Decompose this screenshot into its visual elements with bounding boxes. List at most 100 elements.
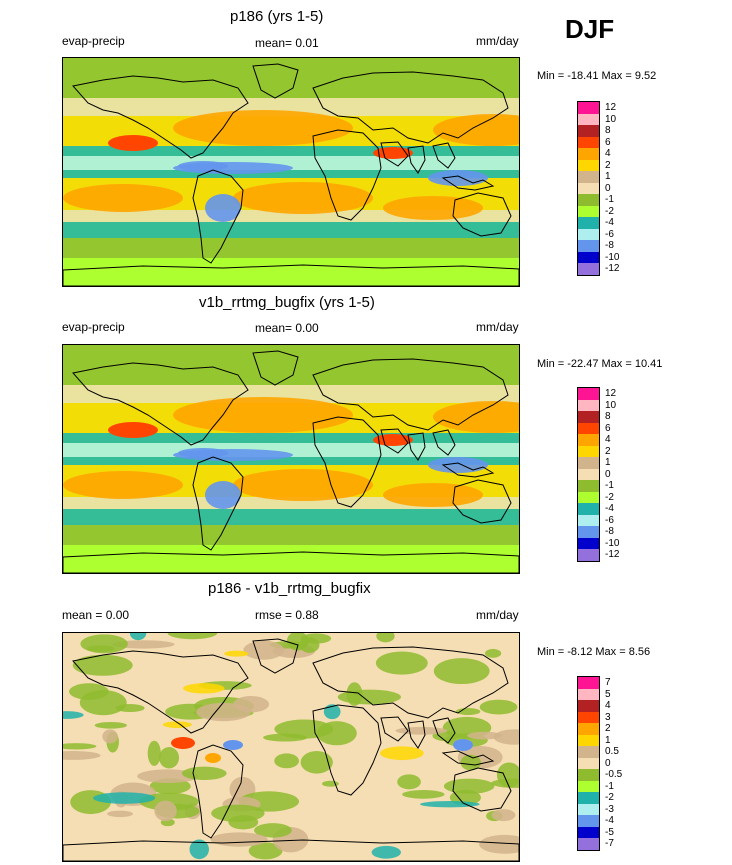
field-blob: [443, 778, 495, 794]
panel2-minmax: Min = -22.47 Max = 10.41: [537, 358, 663, 370]
colorbar-label: 2: [605, 159, 611, 171]
colorbar-label: 12: [605, 388, 617, 399]
field-blob: [178, 161, 228, 171]
coastline: [312, 704, 382, 796]
colorbar-swatches: [577, 387, 600, 562]
field-band: [63, 345, 519, 385]
colorbar-swatch: [578, 171, 599, 183]
colorbar-label: 4: [605, 700, 611, 711]
colorbar-label: -10: [605, 537, 620, 549]
coastline: [252, 350, 299, 386]
field-blob: [346, 682, 363, 706]
colorbar-swatch: [578, 113, 599, 125]
field-blob: [181, 766, 227, 781]
field-blob: [371, 845, 401, 859]
coastline: [63, 551, 519, 573]
field-blob: [433, 658, 490, 685]
colorbar-swatch: [578, 503, 599, 515]
colorbar-swatch: [578, 826, 599, 838]
colorbar-swatch: [578, 677, 599, 689]
field-band: [63, 509, 519, 525]
season-label: DJF: [565, 14, 615, 44]
panel3-mean: mean = 0.00: [62, 608, 130, 622]
coastline: [192, 456, 244, 551]
field-blob: [189, 839, 209, 860]
colorbar-label: 10: [605, 399, 617, 411]
field-band: [63, 58, 519, 98]
colorbar-label: -6: [605, 514, 614, 526]
field-blob: [112, 640, 175, 649]
field-blob: [395, 726, 448, 735]
colorbar-swatch: [578, 422, 599, 434]
colorbar-swatch: [578, 263, 599, 275]
colorbar-label: 8: [605, 411, 611, 422]
colorbar-swatch: [578, 434, 599, 446]
colorbar-swatch: [578, 194, 599, 206]
coastline: [72, 650, 249, 734]
colorbar-label: 0: [605, 468, 611, 480]
colorbar-label: 8: [605, 125, 611, 136]
colorbar-label: -0.5: [605, 769, 623, 780]
coastline: [441, 750, 495, 766]
colorbar-label: -4: [605, 217, 614, 228]
colorbar-swatch: [578, 468, 599, 480]
field-blob: [420, 801, 480, 808]
field-blob: [402, 790, 445, 799]
colorbar-label: -7: [605, 838, 614, 849]
field-blob: [380, 746, 424, 761]
coastline: [312, 416, 382, 508]
coastline: [63, 264, 519, 286]
colorbar-swatch: [578, 746, 599, 758]
field-blob: [63, 184, 183, 212]
colorbar-label: 4: [605, 148, 611, 159]
colorbar-label: 6: [605, 422, 611, 434]
colorbar-label: 0.5: [605, 746, 619, 757]
colorbar-label: 7: [605, 677, 611, 688]
field-blob: [484, 648, 502, 658]
map-plot: [63, 633, 519, 861]
coastline: [407, 720, 426, 749]
colorbar-swatch: [578, 457, 599, 469]
colorbar-label: -6: [605, 228, 614, 240]
coastline: [312, 646, 509, 719]
field-blob: [173, 397, 353, 433]
colorbar-label: 1: [605, 171, 611, 182]
field-blob: [467, 731, 503, 740]
field-blob: [173, 110, 353, 146]
field-blob: [107, 810, 133, 818]
colorbar-label: -3: [605, 803, 614, 815]
colorbar-label: -1: [605, 194, 614, 205]
field-blob: [224, 650, 249, 657]
colorbar-label: 0: [605, 757, 611, 769]
field-blob: [491, 809, 516, 822]
colorbar-swatch: [578, 723, 599, 735]
colorbar-swatch: [578, 388, 599, 400]
colorbar-swatch: [578, 445, 599, 457]
colorbar-label: -10: [605, 251, 620, 263]
colorbar-label: 12: [605, 102, 617, 113]
field-blob: [108, 422, 158, 438]
field-blob: [323, 704, 341, 720]
field-blob: [147, 740, 161, 766]
field-blob: [167, 633, 218, 640]
field-blob: [383, 483, 483, 507]
coastline: [380, 428, 409, 454]
field-blob: [493, 729, 519, 745]
panel2-variable: evap-precip: [62, 320, 125, 334]
field-blob: [248, 842, 283, 860]
field-blob: [205, 194, 241, 222]
colorbar-label: 4: [605, 434, 611, 445]
colorbar-swatch: [578, 757, 599, 769]
colorbar-swatch: [578, 217, 599, 229]
field-band: [63, 238, 519, 258]
coastline: [452, 767, 512, 812]
field-blob: [162, 721, 192, 728]
field-blob: [300, 751, 333, 774]
field-blob: [453, 739, 473, 751]
coastline: [432, 717, 456, 744]
panel2-title: v1b_rrtmg_bugfix (yrs 1-5): [199, 294, 375, 311]
colorbar-swatch: [578, 514, 599, 526]
panel2-map: [62, 344, 520, 574]
colorbar-label: -5: [605, 826, 614, 838]
panel2-colorbar: 12 10 8 6 4 2 1 0 -1 -2 -4 -6 -8 -10 -12: [577, 387, 619, 562]
